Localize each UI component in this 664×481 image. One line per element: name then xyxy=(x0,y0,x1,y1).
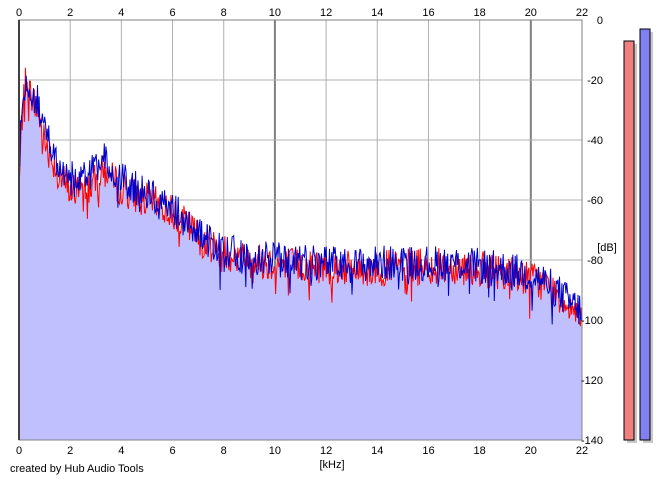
level-meter-bar xyxy=(639,28,651,441)
x-tick-label-top: 0 xyxy=(16,7,22,19)
y-tick-label: -60 xyxy=(587,195,603,207)
x-tick-label-top: 16 xyxy=(422,7,434,19)
spectrum-area xyxy=(19,67,582,440)
tick-labels: 002244668810101212141416161818202022220-… xyxy=(16,7,603,457)
x-tick-label-bottom: 20 xyxy=(525,445,537,457)
spectrum-lines xyxy=(18,67,583,328)
x-tick-label-top: 18 xyxy=(474,7,486,19)
y-tick-label: -120 xyxy=(581,375,603,387)
x-tick-label-top: 8 xyxy=(221,7,227,19)
x-tick-label-top: 12 xyxy=(320,7,332,19)
spectrum-fill xyxy=(19,67,582,440)
plot-frame xyxy=(18,19,583,441)
x-tick-label-bottom: 0 xyxy=(16,445,22,457)
x-tick-label-bottom: 6 xyxy=(169,445,175,457)
y-tick-label: -40 xyxy=(587,135,603,147)
x-tick-label-top: 14 xyxy=(371,7,383,19)
x-tick-label-bottom: 2 xyxy=(67,445,73,457)
x-tick-label-top: 2 xyxy=(67,7,73,19)
x-tick-label-bottom: 16 xyxy=(422,445,434,457)
x-tick-label-bottom: 14 xyxy=(371,445,383,457)
x-tick-label-top: 22 xyxy=(576,7,588,19)
x-tick-label-bottom: 18 xyxy=(474,445,486,457)
x-tick-label-top: 10 xyxy=(269,7,281,19)
y-tick-label: 0 xyxy=(597,15,603,27)
level-meter-bar xyxy=(623,40,635,441)
x-tick-label-bottom: 22 xyxy=(576,445,588,457)
x-tick-label-bottom: 4 xyxy=(118,445,124,457)
x-tick-label-top: 20 xyxy=(525,7,537,19)
x-tick-label-bottom: 10 xyxy=(269,445,281,457)
y-tick-label: -80 xyxy=(587,255,603,267)
y-tick-label: -140 xyxy=(581,435,603,447)
series-line-blue xyxy=(18,75,583,325)
x-tick-label-top: 4 xyxy=(118,7,124,19)
credit-text: created by Hub Audio Tools xyxy=(10,463,144,475)
x-tick-label-bottom: 12 xyxy=(320,445,332,457)
x-tick-label-bottom: 8 xyxy=(221,445,227,457)
level-meters xyxy=(623,28,653,443)
y-axis-label: [dB] xyxy=(597,242,617,254)
x-tick-label-top: 6 xyxy=(169,7,175,19)
y-tick-label: -100 xyxy=(581,315,603,327)
x-axis-label: [kHz] xyxy=(319,459,344,471)
y-tick-label: -20 xyxy=(587,75,603,87)
